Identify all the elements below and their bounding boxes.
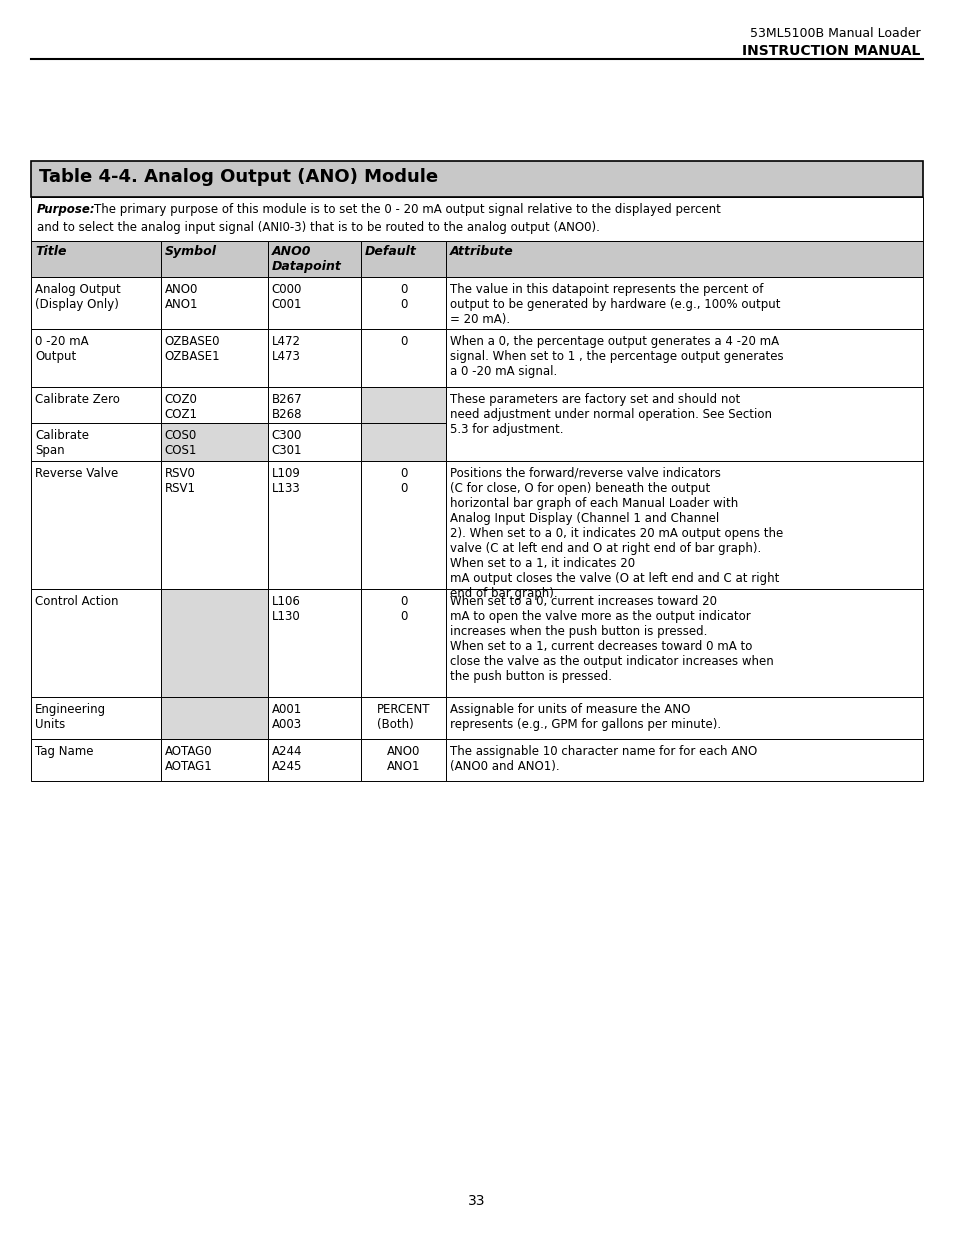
Bar — [445, 589, 922, 697]
Text: 0
0: 0 0 — [399, 595, 407, 622]
Text: The value in this datapoint represents the percent of
output to be generated by : The value in this datapoint represents t… — [449, 283, 780, 326]
Text: B267
B268: B267 B268 — [272, 393, 302, 421]
Bar — [361, 329, 445, 387]
Text: C000
C001: C000 C001 — [272, 283, 301, 311]
Text: L472
L473: L472 L473 — [272, 335, 300, 363]
Text: Title: Title — [35, 246, 67, 258]
Bar — [445, 739, 922, 781]
Bar — [361, 241, 445, 277]
Bar — [160, 589, 268, 697]
Bar — [31, 196, 922, 241]
Text: Table 4-4. Analog Output (ANO) Module: Table 4-4. Analog Output (ANO) Module — [39, 168, 437, 186]
Bar — [445, 241, 922, 277]
Text: C300
C301: C300 C301 — [272, 429, 301, 457]
Bar — [31, 589, 160, 697]
Text: Engineering
Units: Engineering Units — [35, 703, 107, 731]
Bar — [361, 461, 445, 589]
Text: RSV0
RSV1: RSV0 RSV1 — [164, 467, 195, 495]
Bar — [160, 422, 268, 461]
Bar — [268, 461, 361, 589]
Text: Calibrate Zero: Calibrate Zero — [35, 393, 120, 406]
Text: AOTAG0
AOTAG1: AOTAG0 AOTAG1 — [164, 745, 212, 773]
Text: COS0
COS1: COS0 COS1 — [164, 429, 196, 457]
Bar — [268, 739, 361, 781]
Bar — [361, 697, 445, 739]
Bar — [160, 739, 268, 781]
Text: and to select the analog input signal (ANI0-3) that is to be routed to the analo: and to select the analog input signal (A… — [37, 221, 599, 233]
Bar — [31, 461, 160, 589]
Bar — [31, 241, 160, 277]
Text: ANO0
Datapoint: ANO0 Datapoint — [272, 246, 341, 273]
Bar — [268, 422, 361, 461]
Bar — [361, 589, 445, 697]
Bar — [31, 697, 160, 739]
Bar — [361, 277, 445, 329]
Bar — [160, 277, 268, 329]
Bar — [445, 387, 922, 461]
Text: ANO0
ANO1: ANO0 ANO1 — [164, 283, 198, 311]
Text: Control Action: Control Action — [35, 595, 119, 608]
Text: Tag Name: Tag Name — [35, 745, 93, 758]
Text: When a 0, the percentage output generates a 4 -20 mA
signal. When set to 1 , the: When a 0, the percentage output generate… — [449, 335, 782, 378]
Bar — [31, 387, 160, 422]
Text: Attribute: Attribute — [449, 246, 513, 258]
Bar — [445, 697, 922, 739]
Text: A244
A245: A244 A245 — [272, 745, 301, 773]
Bar — [31, 422, 160, 461]
Bar — [268, 241, 361, 277]
Bar — [160, 329, 268, 387]
Text: L109
L133: L109 L133 — [272, 467, 300, 495]
Text: Calibrate
Span: Calibrate Span — [35, 429, 90, 457]
Text: 33: 33 — [468, 1194, 485, 1208]
Bar — [31, 277, 160, 329]
Bar — [31, 329, 160, 387]
Text: The assignable 10 character name for for each ANO
(ANO0 and ANO1).: The assignable 10 character name for for… — [449, 745, 756, 773]
Text: Positions the forward/reverse valve indicators
(C for close, O for open) beneath: Positions the forward/reverse valve indi… — [449, 467, 782, 600]
Text: Purpose:: Purpose: — [37, 203, 95, 216]
Bar — [268, 589, 361, 697]
Bar — [361, 739, 445, 781]
Text: Analog Output
(Display Only): Analog Output (Display Only) — [35, 283, 121, 311]
Bar — [268, 277, 361, 329]
Bar — [160, 241, 268, 277]
Text: 0
0: 0 0 — [399, 467, 407, 495]
Bar — [160, 387, 268, 422]
Bar — [31, 241, 922, 277]
Text: When set to a 0, current increases toward 20
mA to open the valve more as the ou: When set to a 0, current increases towar… — [449, 595, 773, 683]
Bar — [445, 277, 922, 329]
Text: PERCENT
(Both): PERCENT (Both) — [376, 703, 430, 731]
Text: 0
0: 0 0 — [399, 283, 407, 311]
Bar — [160, 461, 268, 589]
Text: These parameters are factory set and should not
need adjustment under normal ope: These parameters are factory set and sho… — [449, 393, 771, 436]
Text: A001
A003: A001 A003 — [272, 703, 301, 731]
Text: L106
L130: L106 L130 — [272, 595, 300, 622]
Text: 0: 0 — [399, 335, 407, 348]
Text: 53ML5100B Manual Loader: 53ML5100B Manual Loader — [749, 27, 920, 41]
Text: The primary purpose of this module is to set the 0 - 20 mA output signal relativ: The primary purpose of this module is to… — [94, 203, 720, 216]
Text: Symbol: Symbol — [164, 246, 216, 258]
Bar — [268, 697, 361, 739]
Bar — [160, 697, 268, 739]
Text: 0 -20 mA
Output: 0 -20 mA Output — [35, 335, 89, 363]
Text: Default: Default — [365, 246, 416, 258]
Bar — [361, 387, 445, 422]
Text: COZ0
COZ1: COZ0 COZ1 — [164, 393, 197, 421]
Bar — [268, 387, 361, 422]
Bar — [445, 461, 922, 589]
Bar — [268, 329, 361, 387]
Text: OZBASE0
OZBASE1: OZBASE0 OZBASE1 — [164, 335, 220, 363]
Bar — [31, 739, 160, 781]
Text: Reverse Valve: Reverse Valve — [35, 467, 118, 479]
Bar — [445, 329, 922, 387]
Bar — [361, 422, 445, 461]
Text: Assignable for units of measure the ANO
represents (e.g., GPM for gallons per mi: Assignable for units of measure the ANO … — [449, 703, 720, 731]
Text: INSTRUCTION MANUAL: INSTRUCTION MANUAL — [741, 44, 920, 58]
Bar — [31, 161, 922, 196]
Text: ANO0
ANO1: ANO0 ANO1 — [386, 745, 420, 773]
